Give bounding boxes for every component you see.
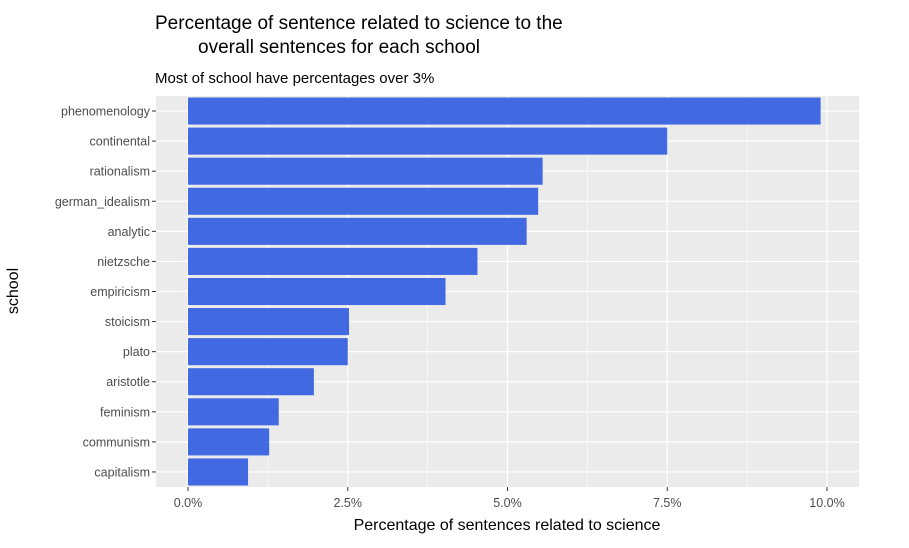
bar-empiricism	[188, 277, 446, 306]
bar-aristotle	[188, 368, 314, 396]
y-tick-label: analytic	[108, 225, 150, 239]
y-tick-label: plato	[123, 345, 150, 359]
bar-analytic	[188, 217, 527, 245]
y-tick-label: phenomenology	[61, 105, 151, 119]
x-tick-label: 5.0%	[493, 496, 522, 510]
y-tick-label: empiricism	[90, 285, 150, 299]
y-tick-label: feminism	[100, 405, 150, 419]
bar-rationalism	[188, 157, 543, 185]
bar-plato	[188, 338, 348, 366]
y-tick-label: rationalism	[90, 165, 150, 179]
x-axis: 0.0% 2.5% 5.0% 7.5% 10.0%	[174, 487, 845, 510]
y-tick-label: nietzsche	[97, 255, 150, 269]
y-tick-label: capitalism	[94, 465, 150, 479]
chart-title-line-2: overall sentences for each school	[198, 37, 480, 58]
x-tick-label: 0.0%	[174, 496, 203, 510]
x-tick-label: 7.5%	[653, 496, 682, 510]
bar-feminism	[188, 398, 279, 426]
y-axis: phenomenology continental rationalism germa…	[55, 105, 156, 479]
bar-german_idealism	[188, 187, 539, 215]
x-tick-label: 2.5%	[334, 496, 363, 510]
y-tick-label: german_idealism	[55, 195, 150, 209]
chart-subtitle: Most of school have percentages over 3%	[155, 70, 434, 87]
y-tick-label: continental	[90, 135, 150, 149]
y-tick-label: communism	[83, 435, 150, 449]
y-axis-title: school	[5, 268, 22, 314]
x-tick-label: 10.0%	[809, 496, 844, 510]
bar-communism	[188, 428, 270, 456]
x-axis-title: Percentage of sentences related to scien…	[354, 517, 661, 534]
y-tick-label: aristotle	[106, 375, 150, 389]
bar-phenomenology	[188, 97, 821, 125]
bar-stoicism	[188, 308, 350, 336]
bar-capitalism	[188, 458, 249, 486]
bar-nietzsche	[188, 247, 478, 275]
bars	[188, 97, 821, 486]
chart-title-line-1: Percentage of sentence related to scienc…	[155, 13, 563, 34]
bar-continental	[188, 127, 668, 155]
y-tick-label: stoicism	[105, 315, 150, 329]
